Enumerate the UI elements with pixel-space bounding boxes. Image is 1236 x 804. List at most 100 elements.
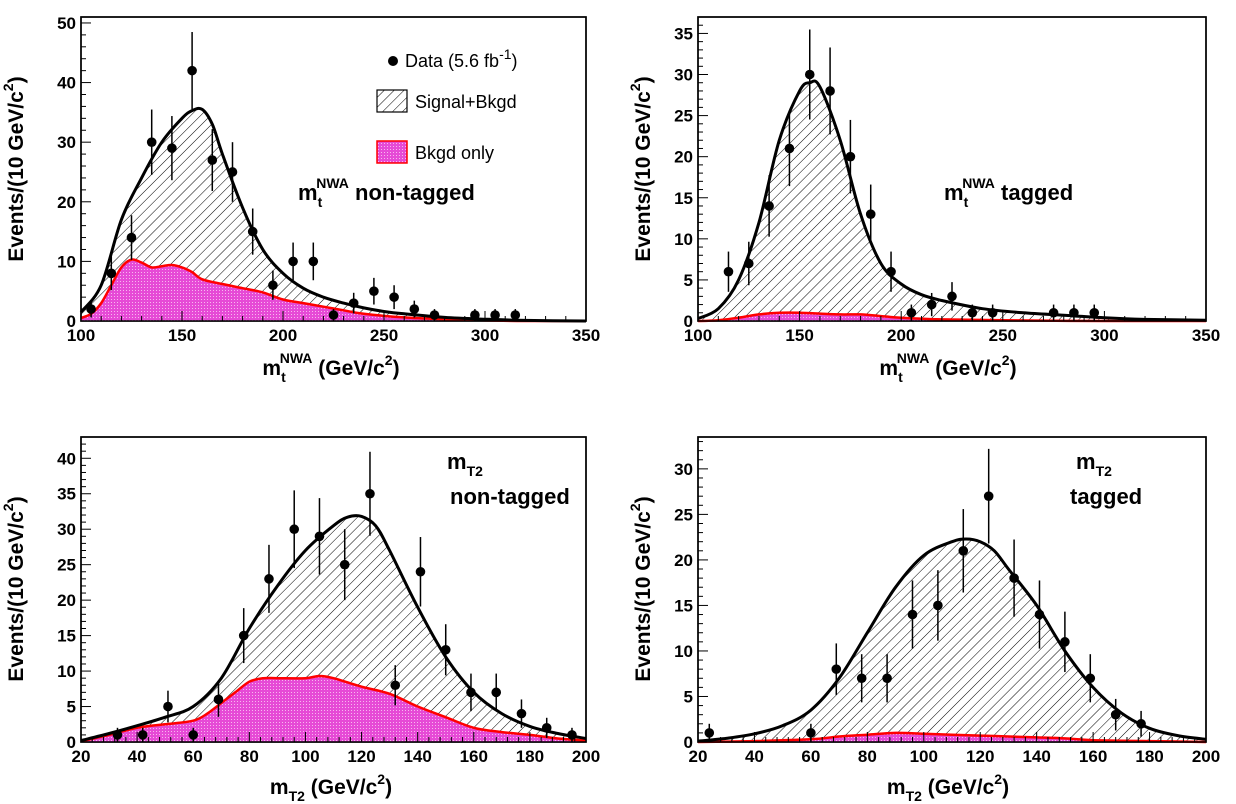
data-point <box>390 680 401 691</box>
data-point <box>856 673 867 684</box>
data-point <box>1034 609 1045 620</box>
axes: 100 150 200 250 300 350 0 5 10 15 20 25 30 35 <box>674 16 1220 345</box>
axes: 100 150 200 250 300 350 0 10 20 30 40 50 <box>57 14 600 345</box>
data-point <box>784 143 795 154</box>
y-tick-label: 35 <box>57 485 76 504</box>
data-point <box>567 730 577 740</box>
legend-bkgd-swatch <box>376 140 408 164</box>
y-tick-label: 20 <box>674 148 693 167</box>
data-point <box>882 673 892 684</box>
y-tick-label: 15 <box>674 189 693 208</box>
signal-bkgd-line <box>80 514 587 743</box>
data-point <box>365 488 375 499</box>
data-point <box>958 546 969 556</box>
y-tick-label: 20 <box>57 591 76 610</box>
data-point <box>264 574 274 584</box>
panel-label: mtNWA tagged <box>944 175 1073 210</box>
data-point <box>983 491 994 501</box>
x-tick-label: 100 <box>910 747 938 766</box>
data-point <box>764 201 774 211</box>
data-point <box>804 69 815 80</box>
y-tick-label: 30 <box>674 460 693 479</box>
y-tick-label: 15 <box>57 627 76 646</box>
signal-bkgd-fill <box>698 539 1206 742</box>
panel-top-left: 100 150 200 250 300 350 0 10 20 30 40 50 mtNWA (GeV… <box>0 14 600 385</box>
y-tick-label: 25 <box>57 556 76 575</box>
x-tick-label: 350 <box>572 326 600 345</box>
x-tick-label: 150 <box>168 326 196 345</box>
data-points <box>723 29 1100 321</box>
panel-top-right: 100 150 200 250 300 350 0 5 10 15 20 25 30 35 mtNWA (… <box>627 16 1220 385</box>
bkgd-only-fill <box>81 259 586 322</box>
x-axis-label: mT2 (GeV/c2) <box>270 771 392 804</box>
x-tick-label: 200 <box>572 747 600 766</box>
x-tick-label: 60 <box>801 747 820 766</box>
data-point <box>163 701 173 712</box>
x-tick-label: 140 <box>1022 747 1050 766</box>
plot-border <box>697 16 1207 322</box>
y-tick-label: 0 <box>67 733 76 752</box>
x-tick-label: 120 <box>347 747 375 766</box>
x-tick-label: 140 <box>403 747 431 766</box>
bkgd-only-line <box>80 258 587 323</box>
panel-bottom-left: 20 40 60 80 100 120 140 160 180 200 0 5 10 15 20 25 30 35… <box>0 436 600 804</box>
x-tick-label: 200 <box>269 326 297 345</box>
data-point <box>187 65 197 76</box>
data-point <box>1089 307 1100 318</box>
y-tick-label: 40 <box>57 74 76 93</box>
signal-bkgd-fill <box>81 515 586 742</box>
bkgd-only-fill <box>81 676 586 742</box>
panel-bottom-right: 20 40 60 80 100 120 140 160 180 200 0 5 10 15 20 25 30 m… <box>627 436 1220 804</box>
y-tick-label: 30 <box>674 66 693 85</box>
y-tick-label: 10 <box>57 252 76 271</box>
x-tick-label: 350 <box>1192 326 1220 345</box>
y-tick-label: 0 <box>684 733 693 752</box>
panel-label-line2: tagged <box>1070 484 1142 509</box>
data-point <box>369 286 379 296</box>
x-tick-label: 150 <box>785 326 813 345</box>
data-point <box>1136 718 1146 729</box>
plot-border <box>80 16 587 322</box>
signal-bkgd-fill <box>81 108 586 321</box>
data-point <box>137 730 148 740</box>
x-tick-label: 20 <box>689 747 708 766</box>
data-point <box>1060 637 1070 647</box>
data-points <box>112 451 577 742</box>
data-point <box>238 630 249 641</box>
data-point <box>167 143 177 153</box>
data-point <box>389 292 399 302</box>
data-point <box>967 307 978 318</box>
axes: 20 40 60 80 100 120 140 160 180 200 0 5 10 15 20 25 30 35… <box>57 436 600 766</box>
data-point <box>86 304 96 314</box>
legend-bkgd-label: Bkgd only <box>415 143 494 163</box>
data-point <box>1085 673 1096 684</box>
y-tick-label: 50 <box>57 14 76 33</box>
x-tick-label: 40 <box>745 747 764 766</box>
signal-bkgd-area <box>80 514 587 743</box>
x-tick-label: 40 <box>128 747 147 766</box>
data-point <box>907 609 918 620</box>
x-tick-label: 60 <box>184 747 203 766</box>
y-tick-label: 20 <box>674 551 693 570</box>
y-axis-label: Events/(10 GeV/c2) <box>627 496 655 681</box>
x-axis-label: mT2 (GeV/c2) <box>887 771 1009 804</box>
y-tick-label: 20 <box>57 193 76 212</box>
data-point <box>409 304 420 314</box>
x-tick-label: 20 <box>72 747 91 766</box>
data-point <box>987 307 998 318</box>
data-point <box>126 232 137 243</box>
x-tick-label: 80 <box>858 747 877 766</box>
data-point <box>207 155 218 165</box>
data-point <box>112 730 123 740</box>
y-tick-label: 35 <box>674 24 693 43</box>
data-point <box>845 151 856 162</box>
y-tick-label: 0 <box>684 312 693 331</box>
data-point <box>415 566 426 577</box>
y-tick-label: 30 <box>57 133 76 152</box>
data-point <box>886 266 896 277</box>
x-tick-label: 250 <box>370 326 398 345</box>
y-tick-label: 25 <box>674 505 693 524</box>
data-point <box>289 524 300 535</box>
panel-label: mT2 <box>447 449 483 479</box>
legend-signal-label: Signal+Bkgd <box>415 92 517 112</box>
